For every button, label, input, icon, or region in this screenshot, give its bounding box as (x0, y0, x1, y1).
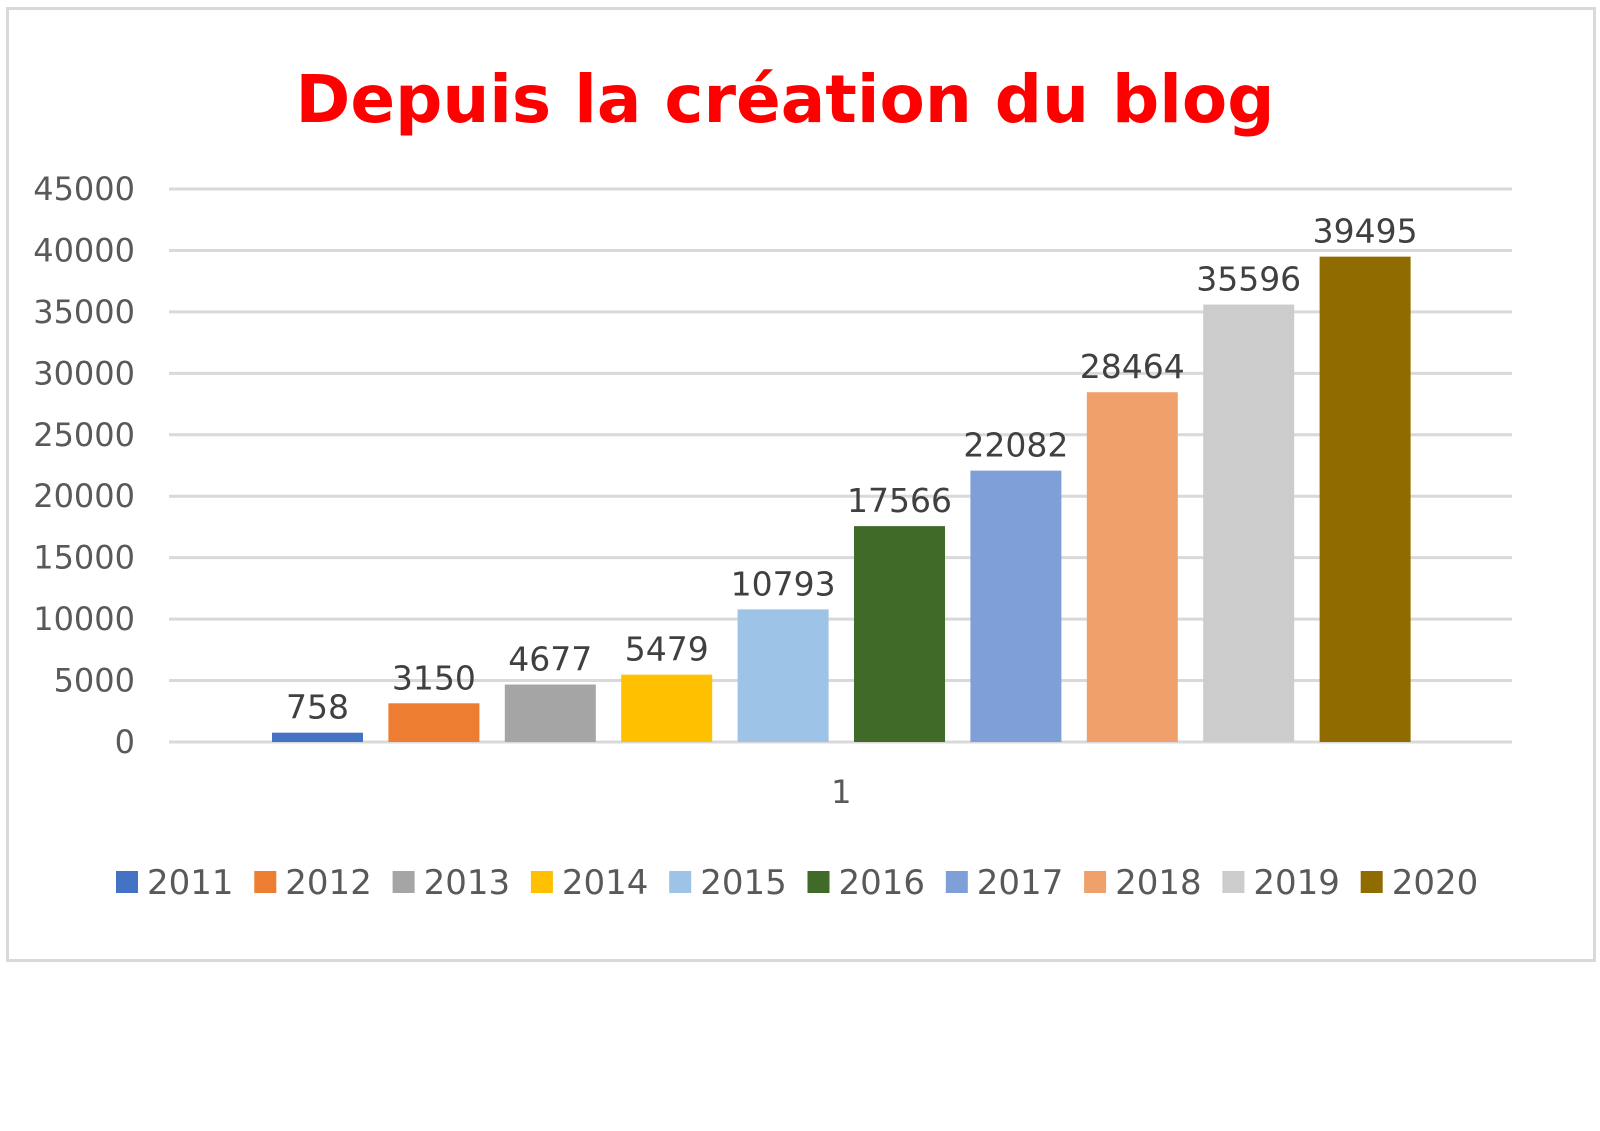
chart-title: Depuis la création du blog (296, 61, 1275, 138)
legend-label-2011: 2011 (147, 863, 234, 903)
bars (272, 256, 1411, 742)
bar-2014 (621, 674, 713, 742)
y-tick-label: 5000 (54, 662, 135, 700)
data-label-2015: 10793 (731, 564, 836, 603)
y-tick-label: 10000 (33, 600, 135, 638)
legend-label-2014: 2014 (562, 863, 649, 903)
legend-label-2016: 2016 (839, 863, 926, 903)
data-label-2019: 35596 (1196, 260, 1301, 299)
data-label-2017: 22082 (963, 426, 1068, 465)
bar-2016 (854, 526, 945, 742)
legend-swatch-2016 (807, 871, 830, 893)
legend-swatch-2020 (1360, 871, 1383, 893)
bar-2012 (388, 703, 480, 742)
data-label-2012: 3150 (392, 658, 476, 697)
y-tick-label: 15000 (33, 539, 135, 577)
bar-2020 (1319, 256, 1411, 742)
chart-frame: Depuis la création du blog 0 5000 10000 150… (6, 7, 1596, 962)
data-label-2013: 4677 (508, 640, 592, 679)
bar-2018 (1086, 392, 1178, 742)
x-axis-ticks: 1 (831, 773, 851, 811)
legend-label-2015: 2015 (700, 863, 787, 903)
y-tick-label: 0 (115, 723, 135, 761)
legend: 2011 2012 2013 2014 2015 2016 2017 2018 2019 2020 (116, 863, 1478, 903)
legend-label-2020: 2020 (1392, 863, 1479, 903)
legend-swatch-2013 (392, 871, 415, 893)
legend-swatch-2014 (530, 871, 553, 893)
legend-swatch-2019 (1222, 871, 1245, 893)
y-tick-label: 40000 (33, 231, 135, 269)
data-label-2014: 5479 (625, 630, 709, 669)
y-tick-label: 35000 (33, 293, 135, 331)
legend-swatch-2017 (945, 871, 968, 893)
data-labels: 758 3150 4677 5479 10793 17566 22082 28464 35596… (286, 212, 1418, 727)
gridlines (169, 187, 1512, 744)
legend-label-2012: 2012 (285, 863, 372, 903)
bar-2013 (504, 684, 596, 742)
legend-label-2013: 2013 (424, 863, 511, 903)
bar-chart: Depuis la création du blog 0 5000 10000 150… (33, 61, 1512, 903)
bar-2017 (970, 470, 1062, 742)
legend-label-2019: 2019 (1253, 863, 1340, 903)
y-axis-ticks: 0 5000 10000 15000 20000 25000 30000 35000 40000… (33, 170, 135, 761)
legend-swatch-2012 (254, 871, 277, 893)
legend-swatch-2015 (669, 871, 692, 893)
legend-label-2017: 2017 (977, 863, 1064, 903)
data-label-2018: 28464 (1080, 347, 1185, 386)
bar-2011 (272, 732, 363, 742)
y-tick-label: 20000 (33, 477, 135, 515)
data-label-2016: 17566 (847, 481, 952, 520)
data-label-2020: 39495 (1313, 212, 1418, 251)
bar-2019 (1203, 304, 1295, 742)
x-tick-label: 1 (831, 773, 851, 811)
bar-2015 (737, 609, 829, 742)
legend-swatch-2011 (116, 871, 138, 893)
data-label-2011: 758 (286, 688, 349, 727)
y-tick-label: 45000 (33, 170, 135, 208)
legend-swatch-2018 (1084, 871, 1107, 893)
y-tick-label: 30000 (33, 354, 135, 392)
y-tick-label: 25000 (33, 416, 135, 454)
legend-label-2018: 2018 (1115, 863, 1202, 903)
